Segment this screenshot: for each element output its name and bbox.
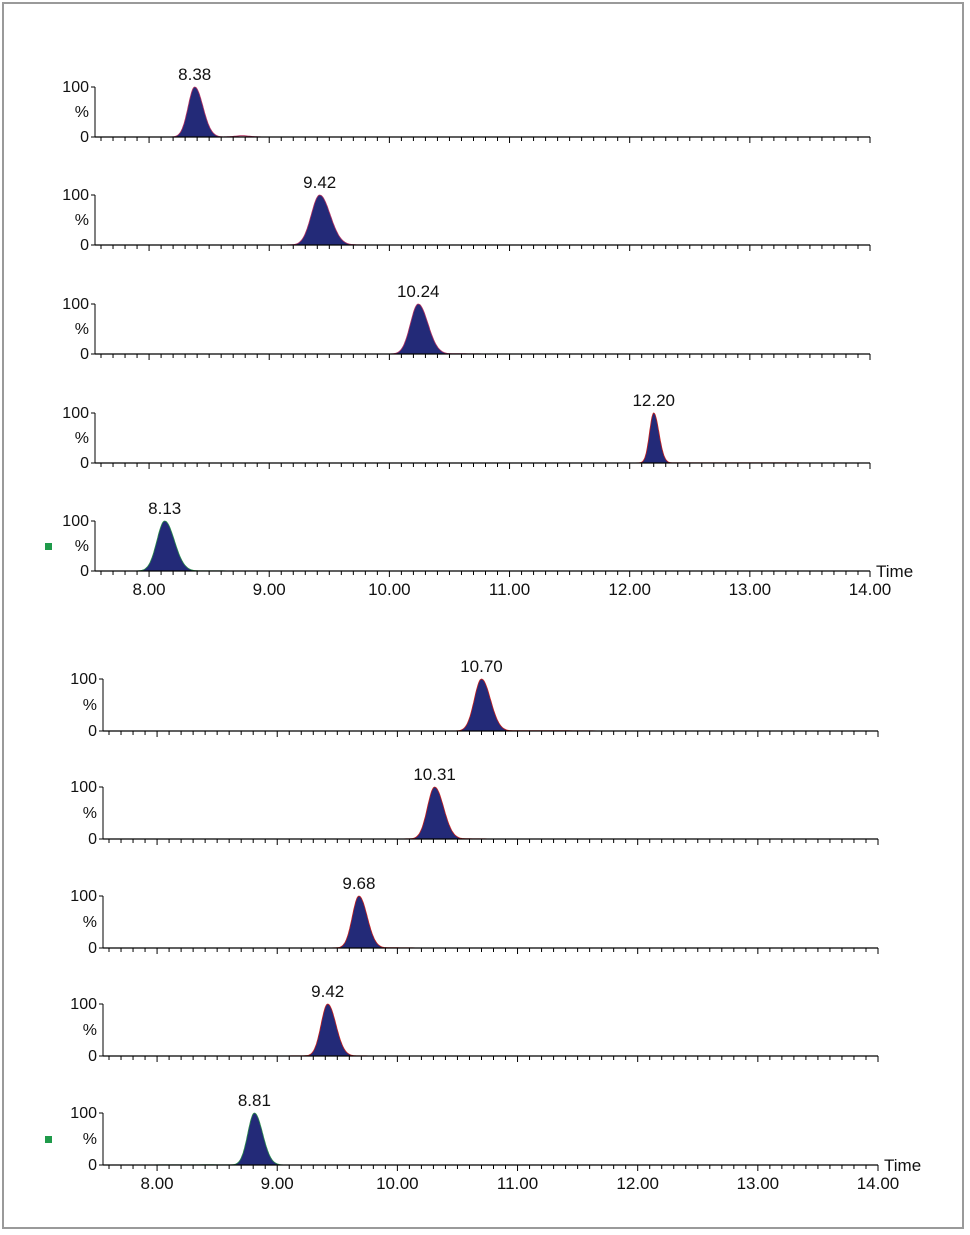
y-axis-label: % bbox=[83, 914, 97, 931]
peak-label: 10.70 bbox=[460, 657, 503, 676]
y-tick-label: 100 bbox=[62, 405, 89, 422]
x-tick-label: 10.00 bbox=[376, 1174, 419, 1193]
y-tick-label: 100 bbox=[70, 671, 97, 688]
x-axis-label: Time bbox=[884, 1156, 921, 1175]
x-tick-label: 11.00 bbox=[489, 580, 530, 599]
y-tick-label: 0 bbox=[88, 1048, 97, 1065]
y-tick-label: 100 bbox=[62, 187, 89, 204]
panel-1-2: 100% 0 9.42 bbox=[62, 173, 871, 254]
panel-2-5: 100% 0 8.81 8.00 9.00 10.00 11.00 12.00 13.00 14.… bbox=[45, 1091, 921, 1193]
y-tick-label: 0 bbox=[80, 455, 89, 472]
peak-label: 9.68 bbox=[342, 874, 375, 893]
y-tick-label: 0 bbox=[80, 129, 89, 146]
y-axis-label: % bbox=[83, 805, 97, 822]
x-tick-label: 9.00 bbox=[261, 1174, 294, 1193]
y-tick-label: 100 bbox=[70, 996, 97, 1013]
peak-label: 8.13 bbox=[148, 499, 181, 518]
y-tick-label: 100 bbox=[70, 779, 97, 796]
peak-area bbox=[171, 86, 225, 138]
trace-marker-icon bbox=[45, 1136, 52, 1143]
panel-2-1: 100% 0 10.70 bbox=[70, 657, 879, 740]
peak-area bbox=[335, 895, 390, 949]
x-tick-label: 12.00 bbox=[608, 580, 651, 599]
panel-2-4: 100% 0 9.42 bbox=[70, 982, 879, 1065]
x-tick-label: 13.00 bbox=[737, 1174, 780, 1193]
peak-label: 9.42 bbox=[311, 982, 344, 1001]
y-axis-label: % bbox=[75, 538, 89, 555]
y-axis-label: % bbox=[83, 697, 97, 714]
peak-area bbox=[289, 194, 358, 246]
peak-label: 8.81 bbox=[238, 1091, 271, 1110]
y-tick-label: 0 bbox=[88, 831, 97, 848]
y-tick-label: 0 bbox=[88, 1157, 97, 1174]
x-tick-label: 12.00 bbox=[616, 1174, 659, 1193]
peak-label: 10.31 bbox=[413, 765, 456, 784]
peak-label: 8.38 bbox=[178, 65, 211, 84]
panel-1-3: 100% 0 10.24 bbox=[62, 282, 871, 363]
y-tick-label: 100 bbox=[62, 513, 89, 530]
x-tick-label: 8.00 bbox=[141, 1174, 174, 1193]
y-axis-label: % bbox=[83, 1131, 97, 1148]
y-axis-label: % bbox=[75, 321, 89, 338]
x-tick-label: 8.00 bbox=[133, 580, 166, 599]
y-axis-label: % bbox=[75, 212, 89, 229]
peak-area bbox=[304, 1003, 358, 1057]
peak-area bbox=[390, 303, 454, 355]
chromatogram-figure: 100%08.38100%09.42100%010.24100%012.2010… bbox=[45, 65, 921, 1193]
y-tick-label: 0 bbox=[88, 940, 97, 957]
trace-marker-icon bbox=[45, 543, 52, 550]
y-tick-label: 0 bbox=[80, 346, 89, 363]
x-tick-label: 13.00 bbox=[729, 580, 772, 599]
panel-2-3: 100% 0 9.68 bbox=[70, 874, 879, 957]
peak-label: 12.20 bbox=[632, 391, 675, 410]
panel-1-4: 100% 0 12.20 bbox=[62, 391, 871, 472]
x-tick-label: 14.00 bbox=[849, 580, 892, 599]
y-tick-label: 100 bbox=[70, 888, 97, 905]
panel-1-1: 100% 0 8.38 bbox=[62, 65, 871, 146]
y-tick-label: 100 bbox=[62, 296, 89, 313]
x-axis-label: Time bbox=[876, 562, 913, 581]
x-tick-label: 9.00 bbox=[253, 580, 286, 599]
x-tick-label: 11.00 bbox=[497, 1174, 538, 1193]
chart-1: 100%08.38100%09.42100%010.24100%012.2010… bbox=[45, 65, 913, 599]
peak-area bbox=[638, 412, 673, 464]
peak-label: 9.42 bbox=[303, 173, 336, 192]
peak-area bbox=[409, 786, 468, 840]
y-tick-label: 0 bbox=[80, 563, 89, 580]
peak-area bbox=[230, 1112, 285, 1166]
panel-2-2: 100% 0 10.31 bbox=[70, 765, 879, 848]
y-tick-label: 0 bbox=[88, 723, 97, 740]
x-tick-label: 10.00 bbox=[368, 580, 411, 599]
y-tick-label: 100 bbox=[70, 1105, 97, 1122]
y-axis-label: % bbox=[83, 1022, 97, 1039]
peak-label: 10.24 bbox=[397, 282, 440, 301]
x-tick-label: 14.00 bbox=[857, 1174, 900, 1193]
y-tick-label: 0 bbox=[80, 237, 89, 254]
panel-1-5: 100% 0 8.13 8.00 9.00 10.00 11.00 12.00 13.00 14.… bbox=[45, 499, 913, 599]
peak-area bbox=[455, 678, 515, 732]
y-axis-label: % bbox=[75, 104, 89, 121]
peak-area bbox=[137, 520, 201, 572]
y-tick-label: 100 bbox=[62, 79, 89, 96]
y-axis-label: % bbox=[75, 430, 89, 447]
chart-2: 100%010.70100%010.31100%09.68100%09.4210… bbox=[45, 657, 921, 1193]
